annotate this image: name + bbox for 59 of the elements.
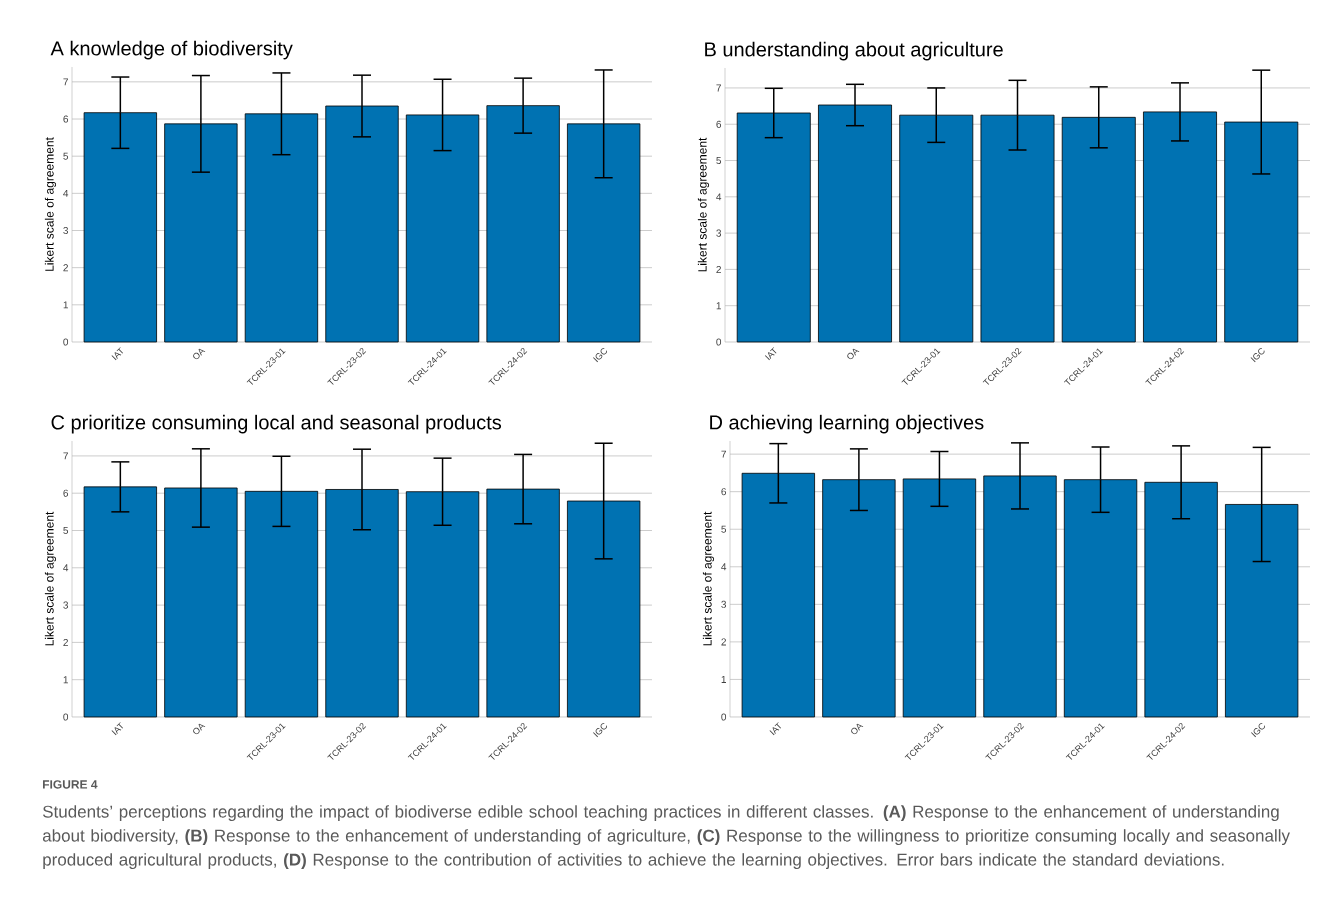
y-tick-label: 0 [716,338,722,346]
y-tick-label: 5 [63,527,69,534]
chart-title: B understanding about agriculture [705,41,1003,61]
x-tick-label: IGC [593,723,607,738]
x-tick-label: IGC [593,348,607,363]
x-tick-label: IGC [1251,723,1265,738]
y-tick-label: 3 [63,226,69,235]
caption: FIGURE 4 [43,780,98,789]
x-tick-label: IAT [764,347,777,361]
bar [980,114,1055,343]
y-tick-label: 1 [716,302,721,310]
y-tick-label: 2 [721,638,726,646]
x-tick-label: OA [851,723,864,735]
y-tick-label: 3 [716,229,722,237]
x-tick-label: OA [193,348,206,360]
y-tick-label: 4 [716,193,722,201]
x-tick-label: IAT [111,347,124,361]
y-tick-label: 2 [63,638,68,646]
y-tick-label: 7 [716,84,721,92]
bar [325,489,399,718]
y-tick-label: 6 [63,489,69,497]
y-tick-label: 2 [63,264,68,272]
y-tick-label: 6 [721,488,727,496]
x-tick-label: OA [193,723,206,735]
text: Students’ perceptions regarding the impact of biodiverse edible school teaching practices in different classes. (A) Response to the enhancement of understanding about biodiversity, (B) Response to the enhancement of understanding of agriculture, (C) Response to the willingness to prioritize consuming locally and seasonally produced agricultural products, (D) Response to the contribution of activities to achieve the learning objectives. Error bars indicate the standard deviations. [42,805,1290,870]
y-tick-label: 1 [63,301,68,309]
y-tick-label: 4 [63,189,69,197]
bar [1061,116,1136,343]
y-tick-label: 5 [63,152,69,160]
chart-title: C prioritize consuming local and seasonal products [51,414,502,434]
chart-title: D achieving learning objectives [710,414,984,434]
y-tick-label: 3 [63,601,69,609]
y-tick-label: 4 [63,564,69,572]
y-axis-title: Likert scale of agreement [44,137,57,271]
bar [244,490,319,718]
y-tick-label: 1 [721,675,726,683]
y-tick-label: 1 [63,676,68,684]
y-tick-label: 0 [63,338,69,346]
bar [899,114,974,343]
y-axis-title: Likert scale of agreement [697,137,710,272]
y-tick-label: 5 [716,157,722,165]
y-axis-title: Likert scale of agreement [702,511,715,646]
y-tick-label: 6 [716,120,722,128]
y-axis-title: Likert scale of agreement [44,511,57,646]
x-tick-label: IGC [1250,348,1265,363]
y-tick-label: 0 [63,713,69,721]
y-tick-label: 7 [721,450,726,458]
y-tick-label: 3 [721,600,727,608]
y-tick-label: 4 [721,563,727,571]
y-tick-label: 2 [716,265,721,273]
y-tick-label: 7 [63,452,68,460]
y-tick-label: 5 [721,525,727,533]
y-tick-label: 0 [721,713,727,721]
x-tick-label: IAT [111,722,124,736]
x-tick-label: OA [847,348,860,360]
x-tick-label: IAT [769,722,782,736]
chart-title: A knowledge of biodiversity [50,40,293,60]
y-tick-label: 7 [63,78,68,86]
y-tick-label: 6 [63,115,69,123]
